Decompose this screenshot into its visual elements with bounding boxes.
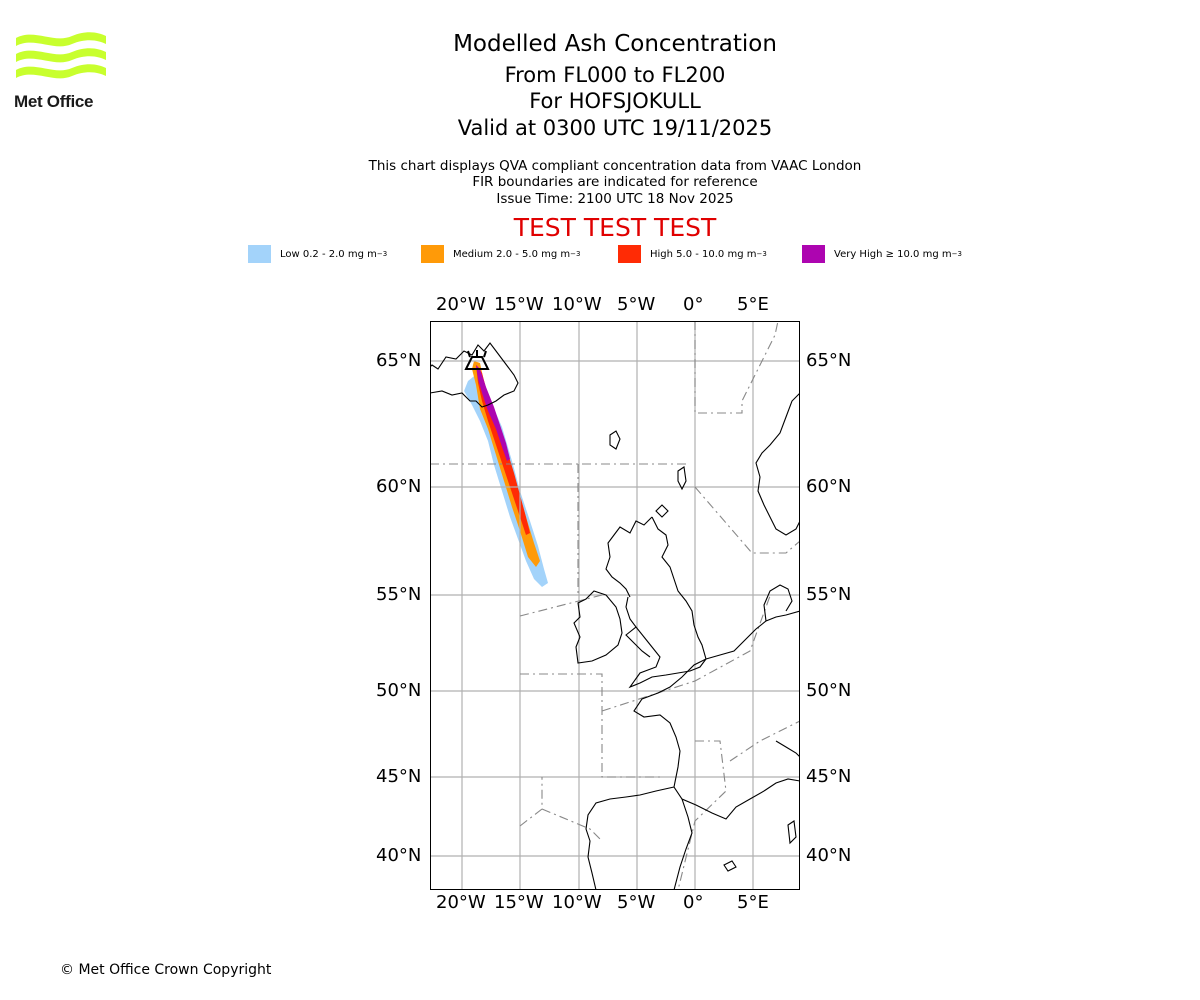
- fir-boundary-norway: [694, 486, 800, 554]
- legend-label-high: High 5.0 - 10.0 mg m: [650, 248, 757, 260]
- legend-unit-low: −3: [376, 250, 388, 258]
- test-banner: TEST TEST TEST: [513, 213, 717, 242]
- lat-tick-left-45n: 45°N: [376, 766, 422, 787]
- legend-swatch-high: [618, 245, 641, 263]
- valid-time: Valid at 0300 UTC 19/11/2025: [457, 116, 773, 140]
- coast-spain-east: [673, 798, 693, 890]
- ash-concentration-map: [430, 321, 800, 890]
- legend-item-high: High 5.0 - 10.0 mg m −3: [618, 244, 767, 264]
- coast-faroe: [609, 430, 621, 450]
- ash-very-high-area: [476, 365, 510, 461]
- lon-tick-top-20w: 20°W: [436, 294, 486, 315]
- lon-tick-bottom-10w: 10°W: [552, 892, 602, 913]
- issue-time: Issue Time: 2100 UTC 18 Nov 2025: [496, 191, 734, 207]
- lat-tick-left-65n: 65°N: [376, 350, 422, 371]
- brand-name: Met Office: [14, 92, 94, 111]
- legend-label-very-high: Very High ≥ 10.0 mg m: [834, 248, 952, 260]
- coast-corsica: [787, 820, 797, 845]
- lat-tick-right-55n: 55°N: [806, 584, 852, 605]
- lat-tick-left-50n: 50°N: [376, 680, 422, 701]
- lon-tick-bottom-15w: 15°W: [494, 892, 544, 913]
- coast-ireland: [573, 590, 623, 664]
- lon-tick-bottom-0: 0°: [683, 892, 704, 913]
- coast-wales: [625, 626, 651, 658]
- lon-tick-bottom-5e: 5°E: [737, 892, 769, 913]
- lon-tick-top-5e: 5°E: [737, 294, 769, 315]
- coast-shetland: [677, 466, 687, 491]
- legend-swatch-medium: [421, 245, 444, 263]
- lat-tick-right-40n: 40°N: [806, 845, 852, 866]
- fir-boundary-shanwick: [519, 594, 603, 617]
- legend-unit-high: −3: [756, 250, 767, 258]
- legend-swatch-very-high: [802, 245, 825, 263]
- legend-label-medium: Medium 2.0 - 5.0 mg m: [453, 248, 571, 260]
- lat-tick-left-40n: 40°N: [376, 845, 422, 866]
- lat-tick-right-65n: 65°N: [806, 350, 852, 371]
- lon-tick-top-0: 0°: [683, 294, 704, 315]
- flight-level-range: From FL000 to FL200: [504, 63, 726, 87]
- lat-tick-right-50n: 50°N: [806, 680, 852, 701]
- volcano-name: For HOFSJOKULL: [529, 89, 701, 113]
- coastlines: [430, 342, 800, 890]
- fir-boundary-brest: [520, 673, 660, 778]
- legend-swatch-low: [248, 245, 271, 263]
- lat-tick-left-60n: 60°N: [376, 476, 422, 497]
- legend-item-very-high: Very High ≥ 10.0 mg m −3: [802, 244, 962, 264]
- coast-denmark: [763, 584, 793, 622]
- lat-tick-left-55n: 55°N: [376, 584, 422, 605]
- legend-item-medium: Medium 2.0 - 5.0 mg m −3: [421, 244, 580, 264]
- coast-norway: [755, 392, 800, 536]
- volcano-icon: [464, 350, 490, 370]
- legend-item-low: Low 0.2 - 2.0 mg m −3: [248, 244, 387, 264]
- chart-description: This chart displays QVA compliant concen…: [368, 158, 862, 174]
- coast-iceland: [430, 342, 519, 408]
- copyright-notice: © Met Office Crown Copyright: [60, 962, 272, 978]
- coast-spain: [585, 786, 675, 890]
- lon-tick-bottom-5w: 5°W: [617, 892, 656, 913]
- coast-france: [633, 658, 765, 820]
- fir-boundary-north-sea: [694, 321, 779, 414]
- fir-boundaries: [430, 321, 800, 890]
- lon-tick-bottom-20w: 20°W: [436, 892, 486, 913]
- lon-tick-top-15w: 15°W: [494, 294, 544, 315]
- coast-balearic: [723, 860, 737, 872]
- legend-label-low: Low 0.2 - 2.0 mg m: [280, 248, 377, 260]
- map-frame: [430, 321, 800, 890]
- met-office-logo: [16, 32, 106, 79]
- coast-med-france: [763, 778, 800, 792]
- coast-italy: [775, 740, 800, 758]
- lat-tick-right-60n: 60°N: [806, 476, 852, 497]
- lat-tick-right-45n: 45°N: [806, 766, 852, 787]
- lon-tick-top-10w: 10°W: [552, 294, 602, 315]
- lon-tick-top-5w: 5°W: [617, 294, 656, 315]
- coast-low-countries: [705, 610, 800, 660]
- legend-unit-medium: −3: [570, 250, 581, 258]
- legend-unit-very-high: −3: [951, 250, 962, 258]
- coast-great-britain: [625, 516, 707, 689]
- fir-boundary-lisbon: [541, 808, 603, 842]
- fir-boundary-france-east: [729, 720, 800, 762]
- fir-note: FIR boundaries are indicated for referen…: [472, 174, 758, 190]
- chart-title: Modelled Ash Concentration: [453, 31, 777, 57]
- coast-orkney: [655, 504, 669, 518]
- coast-scotland: [605, 516, 653, 598]
